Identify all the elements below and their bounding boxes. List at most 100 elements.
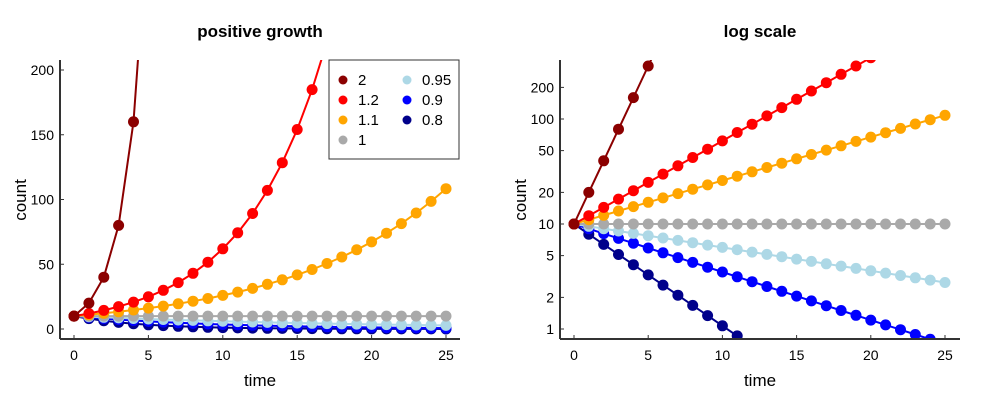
data-point [850, 60, 862, 72]
data-point [865, 265, 877, 277]
data-point [731, 170, 743, 182]
y-tick-label: 200 [531, 79, 555, 95]
data-point [716, 135, 728, 147]
data-point [880, 218, 892, 230]
legend-label: 1.2 [358, 92, 379, 109]
x-tick-label: 5 [644, 347, 652, 363]
data-point [336, 310, 348, 322]
legend-entry: 1 [338, 132, 366, 149]
data-point [939, 277, 951, 288]
y-axis-label: count [511, 179, 530, 221]
data-point [321, 258, 333, 269]
data-point [835, 68, 847, 80]
data-point [880, 127, 892, 139]
data-point [791, 218, 803, 230]
x-tick-label: 10 [715, 347, 731, 363]
data-point [850, 218, 862, 230]
legend-label: 0.8 [422, 112, 443, 129]
data-point [627, 218, 639, 230]
y-tick-label: 100 [531, 111, 555, 127]
data-point [261, 184, 273, 196]
data-point [187, 267, 199, 279]
legend-entry: 2 [338, 72, 366, 89]
data-point [395, 310, 407, 322]
data-point [657, 247, 669, 259]
data-point [440, 183, 452, 195]
data-point [627, 237, 639, 249]
x-tick-label: 0 [70, 347, 78, 363]
data-point [627, 92, 639, 104]
data-point [835, 305, 847, 316]
data-point [366, 236, 378, 248]
legend-label: 1.1 [358, 112, 379, 129]
data-point [746, 166, 758, 178]
data-point [672, 234, 684, 246]
y-tick-label: 200 [31, 62, 55, 78]
data-point [642, 230, 654, 242]
data-point [157, 300, 169, 312]
data-point [702, 310, 714, 322]
data-point [627, 259, 639, 271]
data-point [381, 310, 392, 322]
data-point [939, 218, 951, 230]
x-axis-label: time [744, 371, 776, 390]
data-point [672, 252, 684, 264]
data-point [157, 284, 169, 296]
series-1.2 [68, 60, 323, 322]
series-1.1 [568, 109, 951, 230]
data-point [351, 244, 363, 256]
data-point [865, 60, 876, 64]
data-point [613, 205, 624, 217]
data-point [776, 285, 788, 297]
data-point [761, 110, 773, 122]
data-point [627, 227, 639, 239]
data-point [598, 201, 610, 213]
series-2 [568, 60, 654, 230]
data-point [672, 218, 684, 230]
legend-label: 1 [358, 132, 366, 149]
data-point [217, 310, 229, 322]
legend-entry: 0.9 [402, 92, 443, 109]
y-tick-label: 50 [38, 256, 54, 272]
series-line [573, 60, 653, 225]
data-point [247, 208, 259, 219]
y-tick-label: 10 [538, 216, 554, 232]
data-point [924, 333, 936, 338]
data-point [776, 157, 788, 169]
legend-entry: 1.1 [338, 112, 379, 129]
data-point [776, 102, 788, 114]
x-tick-label: 15 [789, 347, 805, 363]
data-point [202, 310, 214, 322]
data-point [276, 274, 288, 286]
data-point [657, 192, 669, 204]
data-point [217, 289, 229, 301]
data-point [440, 319, 452, 331]
data-point [172, 310, 184, 322]
data-point [351, 318, 363, 330]
x-tick-label: 25 [438, 347, 454, 363]
data-point [410, 207, 422, 219]
y-tick-label: 5 [546, 248, 554, 264]
data-point [613, 218, 624, 230]
data-point [583, 210, 595, 222]
data-point [232, 310, 244, 322]
data-point [835, 260, 847, 272]
data-point [909, 272, 921, 284]
data-point [395, 218, 407, 230]
y-tick-label: 150 [31, 127, 55, 143]
data-point [731, 127, 743, 138]
chart-title: positive growth [197, 22, 323, 41]
data-point [642, 196, 654, 208]
data-point [850, 262, 862, 274]
data-point [395, 319, 407, 331]
data-point [776, 218, 788, 230]
data-point [687, 299, 699, 311]
data-point [791, 290, 803, 302]
data-point [276, 310, 288, 322]
data-point [924, 114, 936, 126]
data-point [172, 277, 184, 289]
data-point [687, 152, 699, 163]
data-point [716, 175, 728, 186]
data-point [820, 77, 832, 89]
